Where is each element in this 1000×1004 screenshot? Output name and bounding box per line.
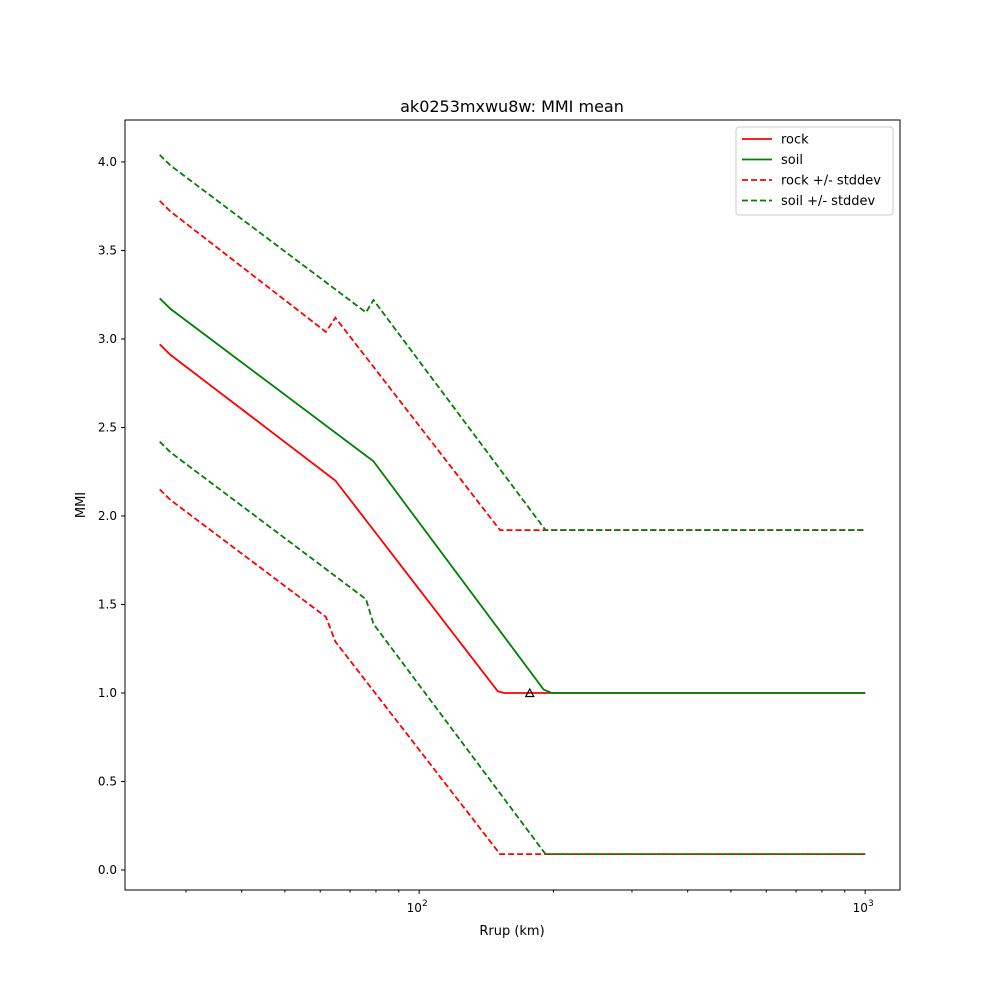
y-tick-label: 4.0 (98, 155, 117, 169)
x-tick-exponent: 3 (868, 899, 874, 909)
x-axis-label: Rrup (km) (479, 924, 544, 939)
y-tick-label: 0.5 (98, 774, 117, 788)
x-tick-label: 102 (407, 899, 428, 915)
y-tick-label: 3.5 (98, 243, 117, 257)
series-line-rock-stddev (159, 488, 866, 855)
chart-title: ak0253mxwu8w: MMI mean (400, 97, 624, 116)
plot-frame (124, 119, 901, 891)
series-line-soil-stddev (159, 440, 866, 855)
x-tick-base: 10 (407, 901, 422, 915)
legend-label: rock (781, 133, 809, 148)
series-line-soil (159, 297, 866, 694)
y-tick-label: 2.0 (98, 509, 117, 523)
triangle-marker (524, 687, 535, 698)
y-tick-label: 0.0 (98, 863, 117, 877)
x-tick-exponent: 2 (422, 899, 428, 909)
x-tick-base: 10 (853, 901, 868, 915)
legend-box (735, 126, 894, 216)
series-line-rock (159, 343, 866, 694)
legend-label: soil +/- stddev (781, 194, 876, 209)
y-axis-label: MMI (74, 492, 89, 518)
y-tick-label: 1.0 (98, 686, 117, 700)
series-line-soil-stddev (159, 154, 866, 531)
y-tick-label: 2.5 (98, 420, 117, 434)
legend-label: rock +/- stddev (781, 174, 881, 189)
y-tick-label: 3.0 (98, 332, 117, 346)
legend: rock soil rock +/- stddev soil +/- stddev (735, 126, 894, 216)
x-tick-label: 103 (853, 899, 874, 915)
legend-label: soil (781, 153, 803, 168)
series-line-rock-stddev (159, 200, 866, 531)
y-tick-label: 1.5 (98, 597, 117, 611)
